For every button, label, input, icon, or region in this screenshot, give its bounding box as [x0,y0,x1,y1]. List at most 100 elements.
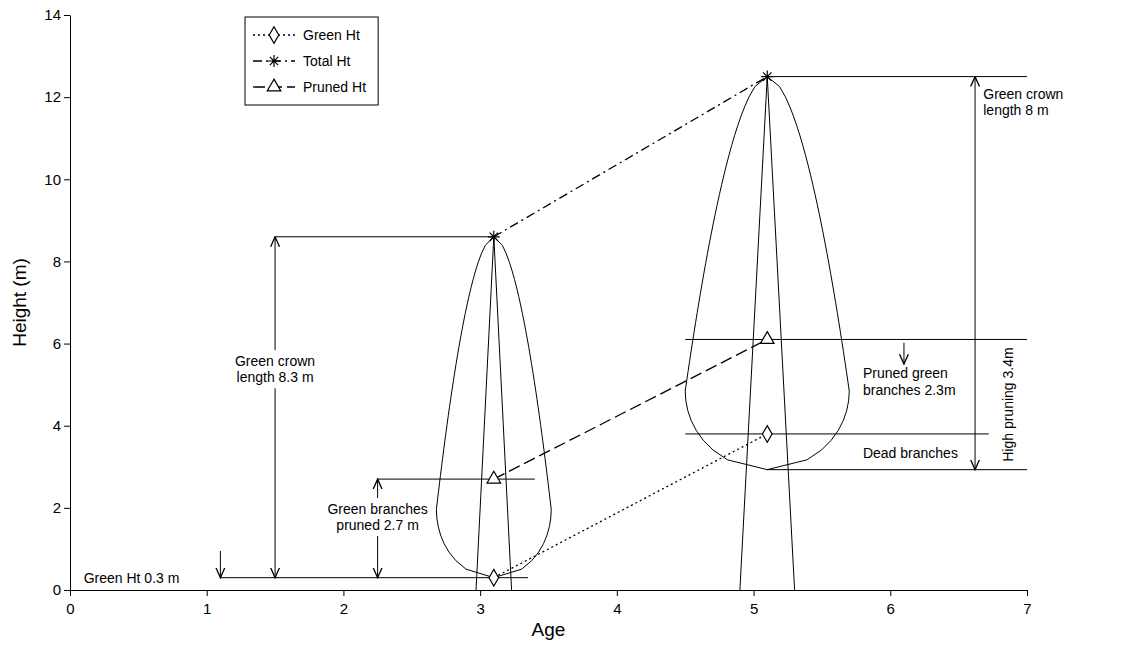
x-tick-label: 0 [66,600,74,617]
annotation-line: branches 2.3m [863,382,956,398]
annotation: Dead branches [863,445,958,461]
x-tick-label: 5 [750,600,758,617]
series-marker [489,569,499,586]
x-tick: 2 [340,590,348,617]
legend-label: Green Ht [303,27,360,43]
y-tick: 14 [44,6,70,23]
arrow [275,237,276,578]
series-line [494,77,767,237]
y-tick: 6 [53,335,70,352]
y-tick-mark [64,508,70,509]
y-tick: 10 [44,171,70,188]
x-tick-label: 7 [1023,600,1031,617]
crown [685,77,849,470]
arrow [975,77,976,470]
y-axis-title: Height (m) [9,258,30,347]
x-tick-mark [343,590,344,596]
annotation-line: Pruned green [863,365,948,381]
x-tick: 1 [203,590,211,617]
y-tick-label: 12 [44,88,61,105]
y-tick-label: 4 [53,417,61,434]
legend: Green Ht Total Ht Pruned Ht [245,17,378,105]
reference-line [220,577,528,578]
reference-line [685,339,1027,340]
series-marker [487,471,501,483]
annotation-line: length 8 m [983,102,1048,118]
x-tick-label: 4 [613,600,621,617]
annotation: Green Ht 0.3 m [84,570,180,586]
annotation-line: Green branches [327,501,427,517]
y-tick-mark [64,15,70,16]
y-tick: 8 [53,253,70,270]
annotation: Pruned greenbranches 2.3m [863,365,956,397]
x-tick: 3 [476,590,484,617]
x-tick-mark [480,590,481,596]
annotation: Green crownlength 8.3 m [235,353,315,385]
y-tick-label: 6 [53,335,61,352]
x-tick: 0 [66,590,74,617]
annotations: Green Ht 0.3 mGreen crownlength 8.3 mGre… [84,86,1064,585]
y-tick: 4 [53,417,70,434]
annotation-line: Green crown [983,86,1063,102]
y-tick-mark [64,179,70,180]
series-marker [761,71,773,83]
arrow [220,551,221,578]
annotation-line: pruned 2.7 m [336,517,419,533]
y-tick-label: 8 [53,253,61,270]
legend-label: Total Ht [303,53,351,69]
annotation-background [232,350,318,388]
y-tick-label: 0 [53,581,61,598]
trunk [476,237,512,590]
y-tick-mark [64,344,70,345]
y-tick-label: 14 [44,6,61,23]
annotation-line: Green crown [235,353,315,369]
series-marker [760,332,774,344]
x-tick-label: 2 [340,600,348,617]
annotation-line: Dead branches [863,445,958,461]
series-line [494,434,767,578]
y-tick: 12 [44,88,70,105]
legend-marker [269,27,279,44]
x-tick: 4 [613,590,621,617]
y-tick-mark [64,261,70,262]
y-tick-label: 10 [44,171,61,188]
x-tick-label: 6 [887,600,895,617]
reference-line [275,236,494,237]
legend-marker [267,79,281,91]
reference-line [378,479,535,480]
x-tick-mark [70,590,71,596]
reference-line [685,433,989,434]
annotation: Green crownlength 8 m [983,86,1063,118]
annotation: Green branchespruned 2.7 m [327,501,427,533]
annotation: High pruning 3.4m [1000,347,1016,461]
y-tick-mark [64,590,70,591]
x-tick: 6 [887,590,895,617]
diagram [220,77,1027,590]
arrow [903,343,904,364]
y-tick: 0 [53,581,70,598]
trunk [740,77,795,590]
x-axis: 0 1 2 3 4 5 6 7 [66,590,1031,617]
reference-line [767,469,1027,470]
x-tick: 5 [750,590,758,617]
annotation-line: length 8.3 m [237,369,314,385]
annotation-line: High pruning 3.4m [1000,347,1016,461]
x-axis-title: Age [532,619,566,640]
plot-data [487,71,774,586]
x-tick-mark [754,590,755,596]
series-marker [488,231,500,243]
y-axis-line [70,16,71,591]
reference-line [767,76,1027,77]
x-axis-line [71,590,1028,591]
x-tick-mark [207,590,208,596]
annotation-background [324,498,430,536]
y-axis: 0 2 4 6 8 10 12 14 [44,6,70,598]
x-tick: 7 [1023,590,1031,617]
y-tick-label: 2 [53,499,61,516]
y-tick-mark [64,426,70,427]
x-tick-mark [890,590,891,596]
x-tick-label: 1 [203,600,211,617]
series-marker [762,426,772,443]
legend-marker [268,55,280,67]
legend-label: Pruned Ht [303,79,366,95]
